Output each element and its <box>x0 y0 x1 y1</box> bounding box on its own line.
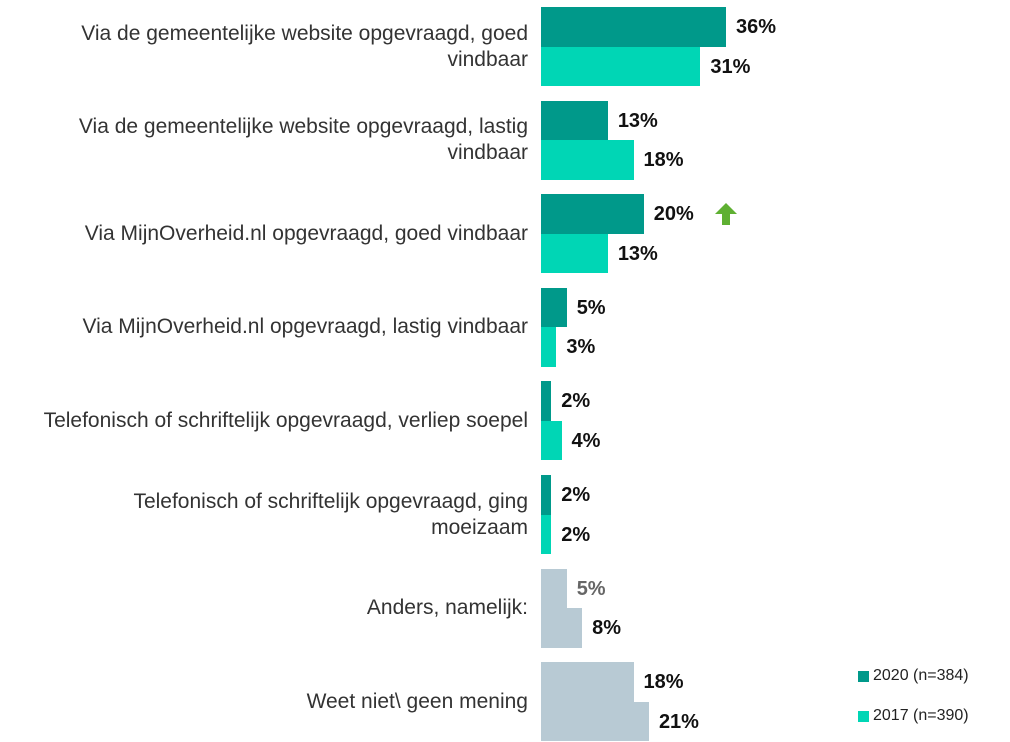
bar <box>541 701 649 742</box>
value-label: 2% <box>561 523 591 546</box>
legend-swatch <box>858 670 869 682</box>
category-label: Via de gemeentelijke website opgevraagd,… <box>81 21 528 71</box>
category-label: Anders, namelijk: <box>366 596 528 620</box>
bar <box>541 7 727 47</box>
value-label: 8% <box>592 617 622 640</box>
bar <box>541 608 583 648</box>
legend-item: 2020 (n=384) <box>858 668 969 684</box>
bar <box>541 46 701 86</box>
bar <box>541 287 567 328</box>
value-label: 18% <box>643 149 684 172</box>
category-label: Via de gemeentelijke website opgevraagd,… <box>78 115 528 165</box>
arrow <box>714 203 737 226</box>
bar <box>541 662 634 702</box>
value-label: 2% <box>561 390 591 413</box>
category-label: Telefonisch of schriftelijk opgevraagd, … <box>133 489 528 539</box>
up-arrow-icon <box>714 203 737 226</box>
value-label: 31% <box>710 55 751 78</box>
bar <box>541 194 644 234</box>
bar <box>541 514 552 554</box>
value-label: 5% <box>576 577 606 600</box>
bar <box>541 233 608 274</box>
value-label: 2% <box>561 484 591 506</box>
value-label: 5% <box>576 296 606 319</box>
bar <box>541 420 562 461</box>
bar <box>541 475 552 515</box>
value-label: 36% <box>736 16 777 38</box>
value-label: 20% <box>653 203 694 226</box>
bar <box>541 568 567 609</box>
bar <box>541 140 634 180</box>
bar <box>541 381 552 421</box>
value-label: 18% <box>643 671 684 694</box>
category-label: Telefonisch of schriftelijk opgevraagd, … <box>43 408 528 432</box>
value-label: 4% <box>571 429 601 452</box>
value-label: 13% <box>617 242 658 265</box>
value-label: 13% <box>617 109 658 132</box>
legend-item: 2017 (n=390) <box>858 708 969 724</box>
legend-label: 2017 (n=390) <box>873 707 969 724</box>
bar <box>541 100 608 141</box>
legend-label: 2020 (n=384) <box>873 667 969 684</box>
bar <box>541 327 557 367</box>
category-label: Weet niet\ geen mening <box>306 689 528 713</box>
category-label: Via MijnOverheid.nl opgevraagd, goed vin… <box>84 221 528 245</box>
category-label: Via MijnOverheid.nl opgevraagd, lastig v… <box>82 315 528 339</box>
value-label: 3% <box>566 336 596 359</box>
value-label: 21% <box>658 710 699 733</box>
legend-swatch <box>858 710 869 722</box>
